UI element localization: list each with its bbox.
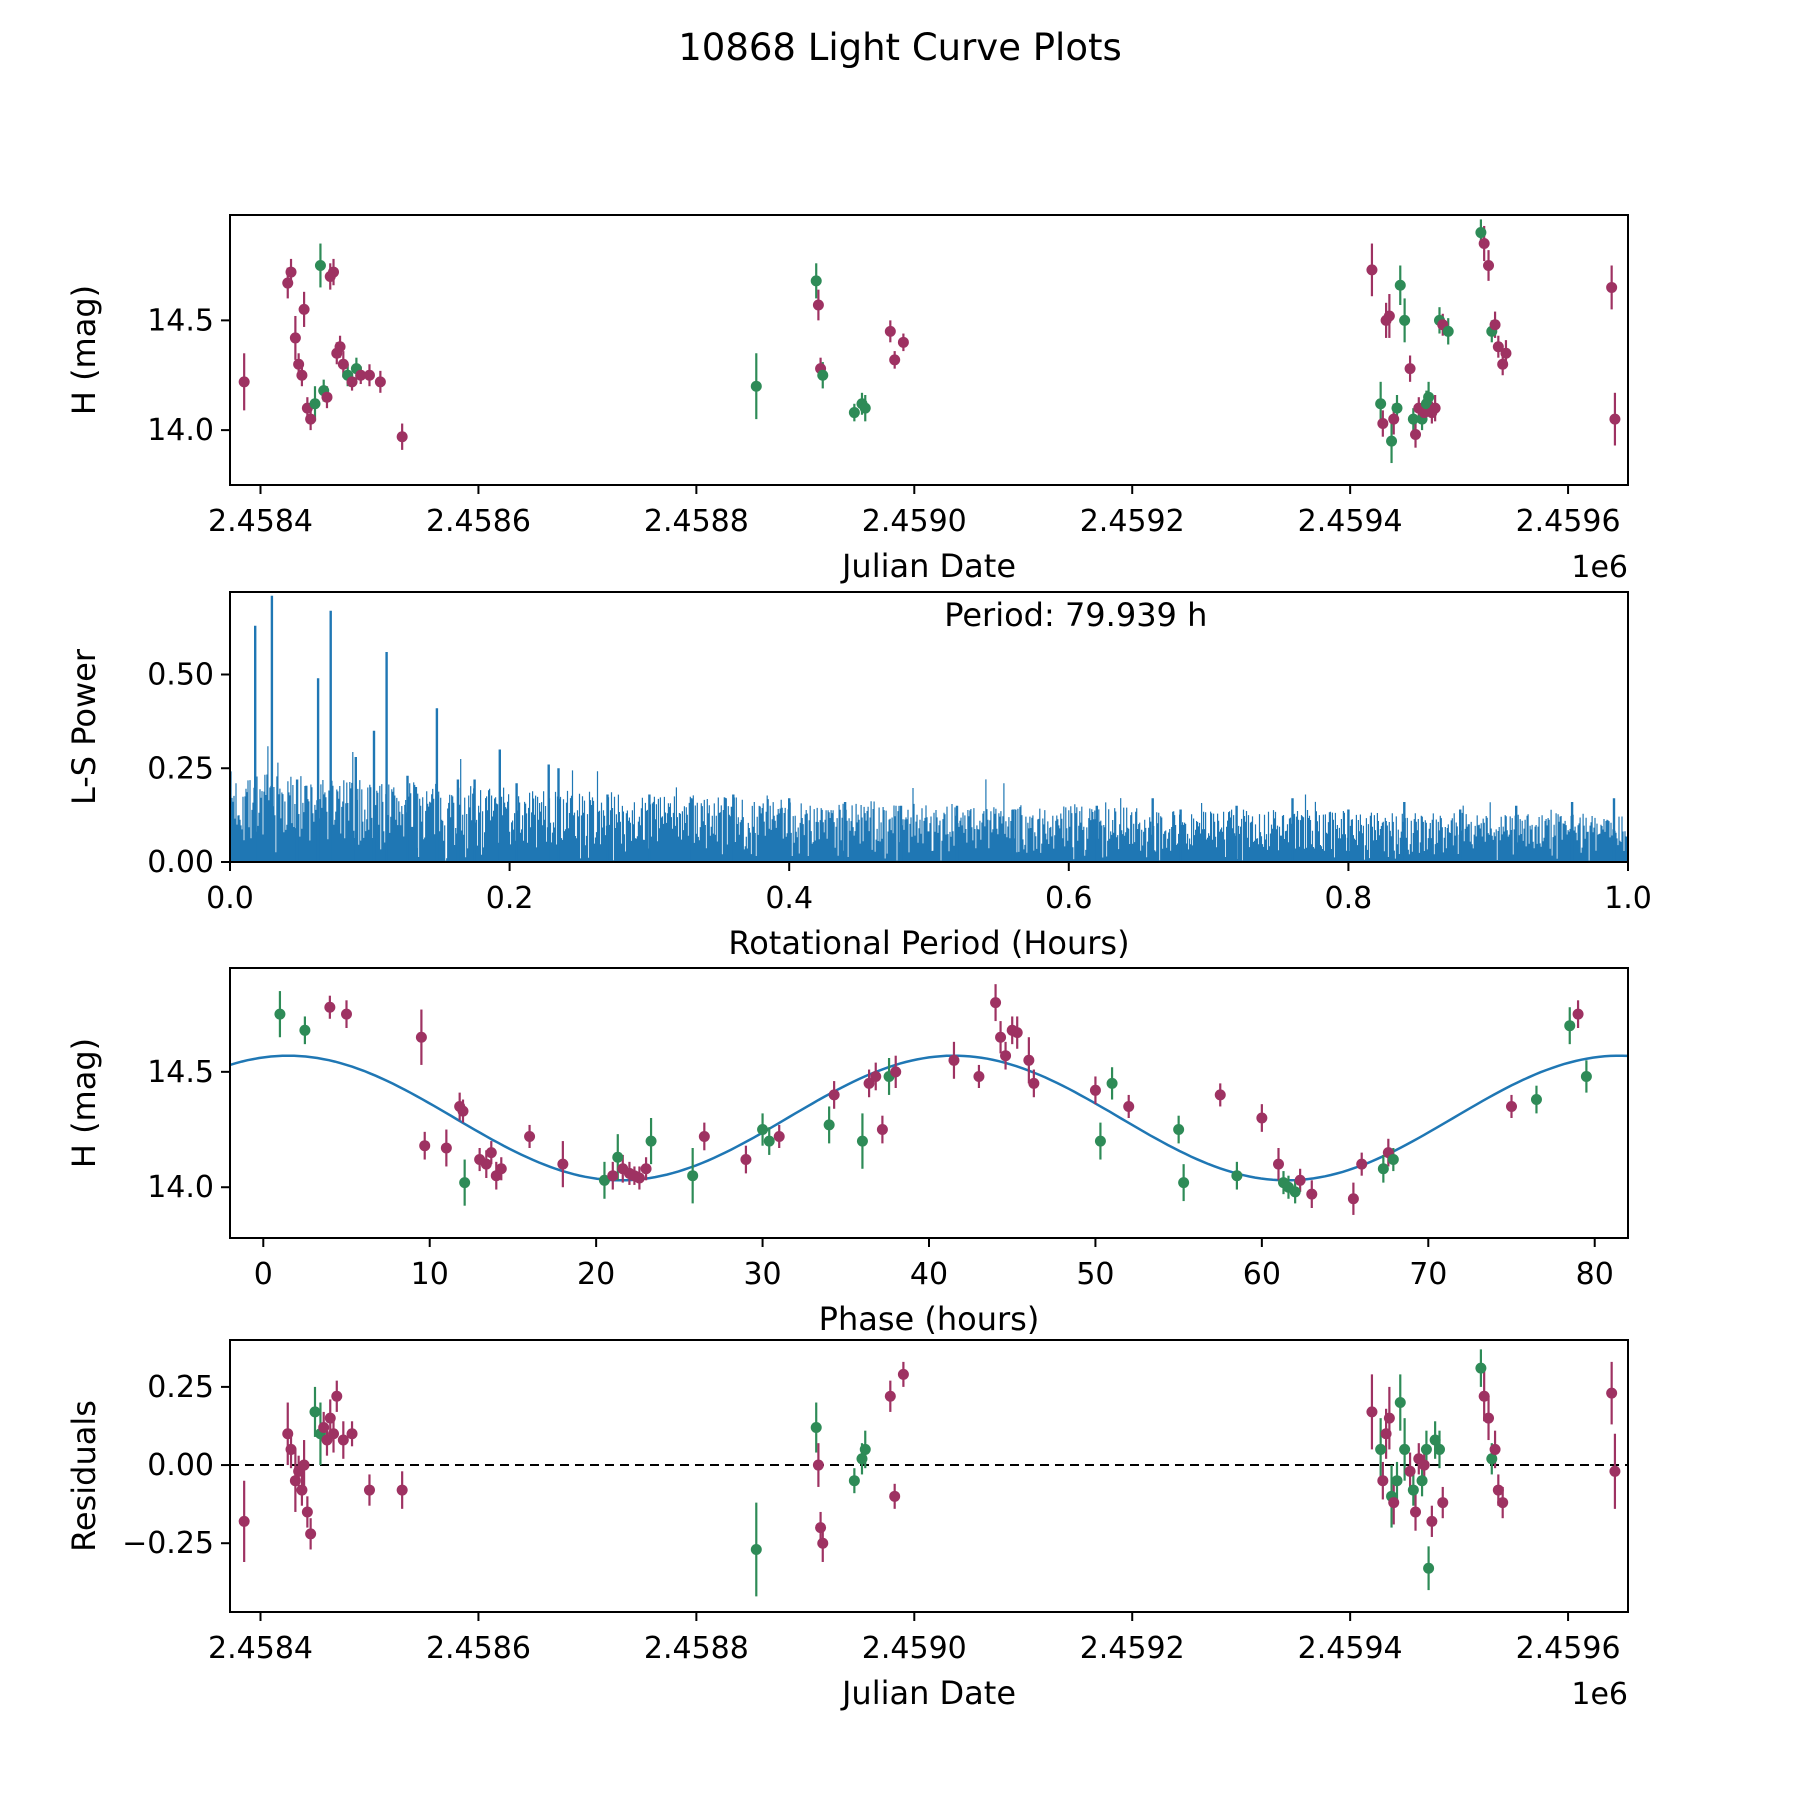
- svg-text:0.00: 0.00: [147, 845, 214, 880]
- lightcurve-jd-axis-offset-label: 1e6: [1571, 550, 1628, 585]
- svg-text:2.4588: 2.4588: [644, 504, 749, 539]
- periodogram-period-annotation: Period: 79.939 h: [944, 596, 1207, 634]
- svg-text:10: 10: [411, 1257, 449, 1292]
- svg-text:2.4590: 2.4590: [862, 504, 967, 539]
- phase-curve-data-points: [274, 997, 1592, 1205]
- svg-text:40: 40: [910, 1257, 948, 1292]
- phase-curve-axes-box: [229, 967, 1629, 1239]
- lightcurve-jd-ticks: 2.4584 2.4586 2.4588 2.4590 2.4592 2.4594 2.45…: [147, 303, 1620, 539]
- svg-text:80: 80: [1576, 1257, 1614, 1292]
- svg-text:2.4588: 2.4588: [644, 1631, 749, 1666]
- periodogram-noise: [230, 746, 1628, 862]
- panel-phase-curve: 0 10 20 30 40 50 60 70 80 14.0 14.5 Phase (hours) H …: [65, 967, 1629, 1338]
- svg-text:2.4590: 2.4590: [862, 1631, 967, 1666]
- svg-text:2.4594: 2.4594: [1298, 1631, 1403, 1666]
- residuals-xlabel: Julian Date: [840, 1674, 1016, 1712]
- lightcurve-jd-axes-box: [229, 214, 1629, 486]
- svg-text:0.6: 0.6: [1045, 881, 1093, 916]
- svg-text:2.4586: 2.4586: [426, 504, 531, 539]
- svg-text:2.4594: 2.4594: [1298, 504, 1403, 539]
- lightcurve-jd-data-points: [238, 227, 1621, 447]
- svg-text:2.4584: 2.4584: [208, 1631, 313, 1666]
- periodogram-ylabel: L-S Power: [65, 648, 103, 805]
- svg-text:14.0: 14.0: [147, 1170, 214, 1205]
- svg-text:0.50: 0.50: [147, 658, 214, 693]
- svg-text:14.5: 14.5: [147, 1055, 214, 1090]
- sinusoid-fit-curve: [230, 1054, 1628, 1182]
- svg-text:50: 50: [1076, 1257, 1114, 1292]
- periodogram-plot-area: [230, 595, 1628, 862]
- svg-text:0: 0: [254, 1257, 273, 1292]
- svg-text:2.4596: 2.4596: [1516, 1631, 1621, 1666]
- svg-text:20: 20: [577, 1257, 615, 1292]
- phase-curve-ylabel: H (mag): [65, 1038, 103, 1168]
- periodogram-peaks: [254, 595, 1616, 862]
- figure-title: 10868 Light Curve Plots: [678, 26, 1122, 69]
- phase-curve-xlabel: Phase (hours): [819, 1300, 1040, 1338]
- periodogram-axes-box: [229, 591, 1629, 863]
- svg-text:0.25: 0.25: [147, 751, 214, 786]
- residuals-data-points: [238, 1362, 1621, 1574]
- svg-text:1.0: 1.0: [1604, 881, 1652, 916]
- svg-text:0.25: 0.25: [147, 1370, 214, 1405]
- svg-text:2.4592: 2.4592: [1080, 1631, 1185, 1666]
- svg-text:2.4584: 2.4584: [208, 504, 313, 539]
- periodogram-ticks: 0.0 0.2 0.4 0.6 0.8 1.0 0.00 0.25 0.50: [147, 658, 1652, 917]
- svg-text:0.2: 0.2: [486, 881, 534, 916]
- phase-curve-ticks: 0 10 20 30 40 50 60 70 80 14.0 14.5: [147, 1055, 1614, 1292]
- svg-text:2.4586: 2.4586: [426, 1631, 531, 1666]
- svg-text:70: 70: [1409, 1257, 1447, 1292]
- phase-curve-errorbars: [278, 984, 1588, 1215]
- svg-text:−0.25: −0.25: [122, 1526, 214, 1561]
- lightcurve-jd-xlabel: Julian Date: [840, 547, 1016, 585]
- svg-text:2.4592: 2.4592: [1080, 504, 1185, 539]
- residuals-ticks: 2.4584 2.4586 2.4588 2.4590 2.4592 2.4594 2.45…: [122, 1370, 1620, 1666]
- panel-residuals: 2.4584 2.4586 2.4588 2.4590 2.4592 2.4594 2.45…: [65, 1339, 1629, 1712]
- phase-curve-plot-area: [230, 984, 1628, 1215]
- svg-text:30: 30: [743, 1257, 781, 1292]
- panel-lightcurve-jd: 2.4584 2.4586 2.4588 2.4590 2.4592 2.4594 2.45…: [65, 214, 1629, 585]
- residuals-ylabel: Residuals: [65, 1400, 103, 1552]
- svg-text:14.5: 14.5: [147, 303, 214, 338]
- lightcurve-jd-plot-area: [238, 219, 1621, 464]
- residuals-axes-box: [229, 1339, 1629, 1613]
- svg-text:0.4: 0.4: [765, 881, 813, 916]
- residuals-plot-area: [230, 1349, 1628, 1597]
- svg-text:0.8: 0.8: [1325, 881, 1373, 916]
- svg-text:14.0: 14.0: [147, 413, 214, 448]
- panel-periodogram: 0.0 0.2 0.4 0.6 0.8 1.0 0.00 0.25 0.50 Rotational…: [65, 591, 1652, 962]
- lightcurve-jd-ylabel: H (mag): [65, 285, 103, 415]
- periodogram-xlabel: Rotational Period (Hours): [728, 924, 1129, 962]
- lightcurve-jd-errorbars: [243, 219, 1617, 464]
- residuals-axis-offset-label: 1e6: [1571, 1677, 1628, 1712]
- svg-text:2.4596: 2.4596: [1516, 504, 1621, 539]
- svg-text:0.00: 0.00: [147, 1448, 214, 1483]
- svg-text:0.0: 0.0: [206, 881, 254, 916]
- svg-text:60: 60: [1243, 1257, 1281, 1292]
